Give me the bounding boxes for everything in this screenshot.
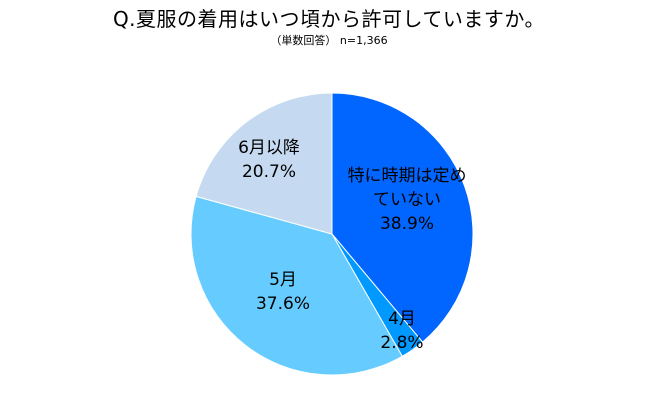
pie-slice-0 — [331, 92, 474, 343]
chart-title: Q.夏服の着用はいつ頃から許可していますか。 — [112, 7, 546, 31]
slice-category-label: 特に時期は定め — [348, 166, 467, 186]
slice-value-label: 2.8% — [380, 333, 423, 353]
slice-label-2: 5月 37.6% — [256, 270, 310, 314]
slice-category-label: ていない — [373, 190, 441, 210]
slice-label-1: 4月 2.8% — [380, 309, 423, 353]
slice-value-label: 20.7% — [242, 162, 296, 182]
pie-slice-2 — [190, 195, 403, 376]
pie-slice-3 — [195, 92, 333, 235]
slice-category-label: 6月以降 — [238, 138, 300, 158]
slice-label-3: 6月以降 20.7% — [238, 138, 300, 182]
slice-category-label: 4月 — [388, 309, 416, 329]
slice-value-label: 37.6% — [256, 294, 310, 314]
slice-category-label: 5月 — [269, 270, 297, 290]
slice-value-label: 38.9% — [380, 214, 434, 234]
chart-subtitle: （単数回答） n=1,366 — [270, 34, 388, 47]
